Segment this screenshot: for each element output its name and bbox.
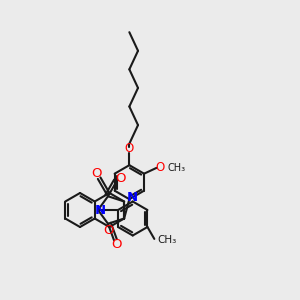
Text: CH₃: CH₃ xyxy=(167,163,185,173)
Text: O: O xyxy=(155,161,164,174)
Text: O: O xyxy=(92,167,102,180)
Text: O: O xyxy=(125,142,134,155)
Text: O: O xyxy=(116,172,126,184)
Text: N: N xyxy=(94,203,106,217)
Text: N: N xyxy=(127,191,138,204)
Text: O: O xyxy=(103,224,114,236)
Text: CH₃: CH₃ xyxy=(158,235,177,245)
Text: O: O xyxy=(112,238,122,251)
